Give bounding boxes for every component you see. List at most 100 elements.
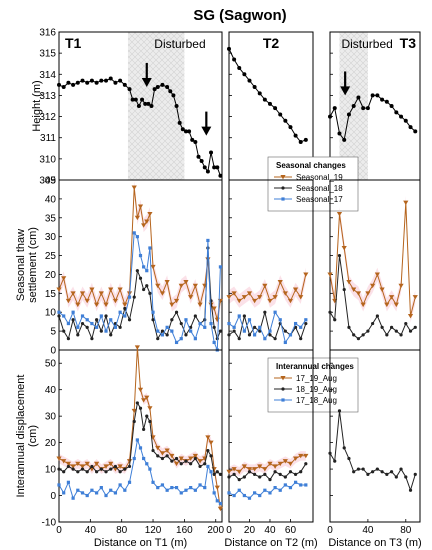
data-point bbox=[179, 321, 183, 326]
data-point bbox=[370, 283, 376, 289]
data-point bbox=[156, 454, 160, 458]
data-point bbox=[404, 475, 408, 479]
legend-label: 17_18_Aug bbox=[296, 396, 337, 405]
data-point bbox=[206, 464, 210, 469]
data-point bbox=[156, 486, 160, 490]
data-point bbox=[203, 325, 207, 329]
y-tick-label: 313 bbox=[39, 91, 56, 102]
data-point bbox=[137, 387, 144, 393]
data-point bbox=[117, 464, 123, 469]
data-point bbox=[138, 253, 143, 258]
data-point bbox=[355, 291, 362, 296]
data-point bbox=[242, 314, 246, 318]
data-point bbox=[206, 238, 210, 243]
series-height bbox=[328, 93, 418, 142]
legend-label: 17_19_Aug bbox=[296, 374, 337, 383]
data-point bbox=[192, 283, 198, 289]
data-point bbox=[148, 291, 152, 295]
legend-label: 18_19_Aug bbox=[296, 385, 337, 394]
data-point bbox=[57, 483, 61, 487]
data-point bbox=[277, 461, 283, 467]
data-point bbox=[237, 337, 241, 341]
data-point bbox=[164, 448, 170, 453]
legend-marker bbox=[280, 376, 286, 381]
data-point bbox=[183, 280, 189, 285]
data-point bbox=[379, 287, 385, 292]
data-point bbox=[278, 488, 282, 492]
panel-title: T2 bbox=[263, 35, 280, 51]
data-point bbox=[145, 462, 149, 466]
data-point bbox=[337, 409, 342, 413]
data-point bbox=[237, 488, 241, 492]
disturbed-label: Disturbed bbox=[154, 37, 205, 51]
data-point bbox=[360, 302, 366, 308]
data-point bbox=[156, 337, 160, 341]
data-point bbox=[57, 82, 61, 87]
data-point bbox=[257, 295, 263, 300]
data-point bbox=[197, 302, 203, 308]
data-point bbox=[71, 467, 75, 471]
y-axis-label: (cm) bbox=[27, 425, 39, 447]
data-point bbox=[198, 321, 202, 326]
panel-title: T3 bbox=[400, 35, 417, 51]
data-point bbox=[273, 337, 277, 341]
legend-label: Seasonal_19 bbox=[296, 173, 343, 182]
data-point bbox=[375, 314, 379, 318]
plot-frame bbox=[329, 349, 421, 523]
x-tick-label: 160 bbox=[176, 525, 193, 536]
data-point bbox=[388, 295, 395, 300]
data-point bbox=[263, 310, 267, 314]
data-point bbox=[236, 298, 242, 304]
data-point bbox=[413, 325, 417, 329]
data-point bbox=[298, 139, 303, 144]
series-17_18_aug bbox=[57, 438, 223, 506]
data-point bbox=[118, 325, 122, 329]
data-point bbox=[299, 325, 303, 329]
data-point bbox=[95, 470, 99, 474]
data-point bbox=[375, 93, 380, 98]
data-point bbox=[232, 493, 236, 498]
data-point bbox=[215, 470, 219, 474]
y-tick-label: 314 bbox=[39, 70, 56, 81]
data-point bbox=[303, 137, 308, 142]
data-point bbox=[108, 287, 114, 292]
data-point bbox=[135, 438, 139, 442]
data-point bbox=[173, 298, 180, 304]
series-18_19_aug bbox=[57, 401, 223, 476]
data-point bbox=[174, 104, 179, 108]
legend-marker bbox=[281, 387, 285, 391]
data-point bbox=[170, 318, 174, 322]
data-point bbox=[160, 483, 165, 487]
data-point bbox=[134, 215, 140, 221]
data-point bbox=[198, 464, 202, 469]
data-point bbox=[62, 329, 66, 333]
data-point bbox=[356, 467, 361, 471]
data-point bbox=[413, 129, 418, 134]
data-point bbox=[183, 129, 188, 134]
data-point bbox=[150, 264, 156, 270]
data-point bbox=[160, 82, 165, 87]
data-point bbox=[227, 46, 231, 51]
data-point bbox=[94, 302, 100, 308]
data-point bbox=[342, 446, 346, 450]
data-point bbox=[333, 318, 337, 322]
x-tick-label: 40 bbox=[264, 525, 276, 536]
data-point bbox=[130, 97, 135, 102]
data-point bbox=[138, 276, 143, 280]
data-point bbox=[273, 486, 277, 490]
data-point bbox=[389, 104, 394, 108]
data-point bbox=[272, 464, 278, 469]
data-point bbox=[403, 200, 409, 206]
data-point bbox=[184, 333, 188, 337]
data-point bbox=[94, 461, 100, 467]
x-tick-label: 0 bbox=[56, 525, 62, 536]
data-point bbox=[303, 453, 309, 459]
series-line bbox=[228, 274, 307, 302]
data-point bbox=[188, 456, 194, 461]
data-point bbox=[352, 470, 356, 474]
y-tick-label: 20 bbox=[45, 270, 57, 281]
data-point bbox=[160, 329, 165, 333]
data-point bbox=[127, 464, 132, 469]
data-point bbox=[170, 486, 174, 490]
